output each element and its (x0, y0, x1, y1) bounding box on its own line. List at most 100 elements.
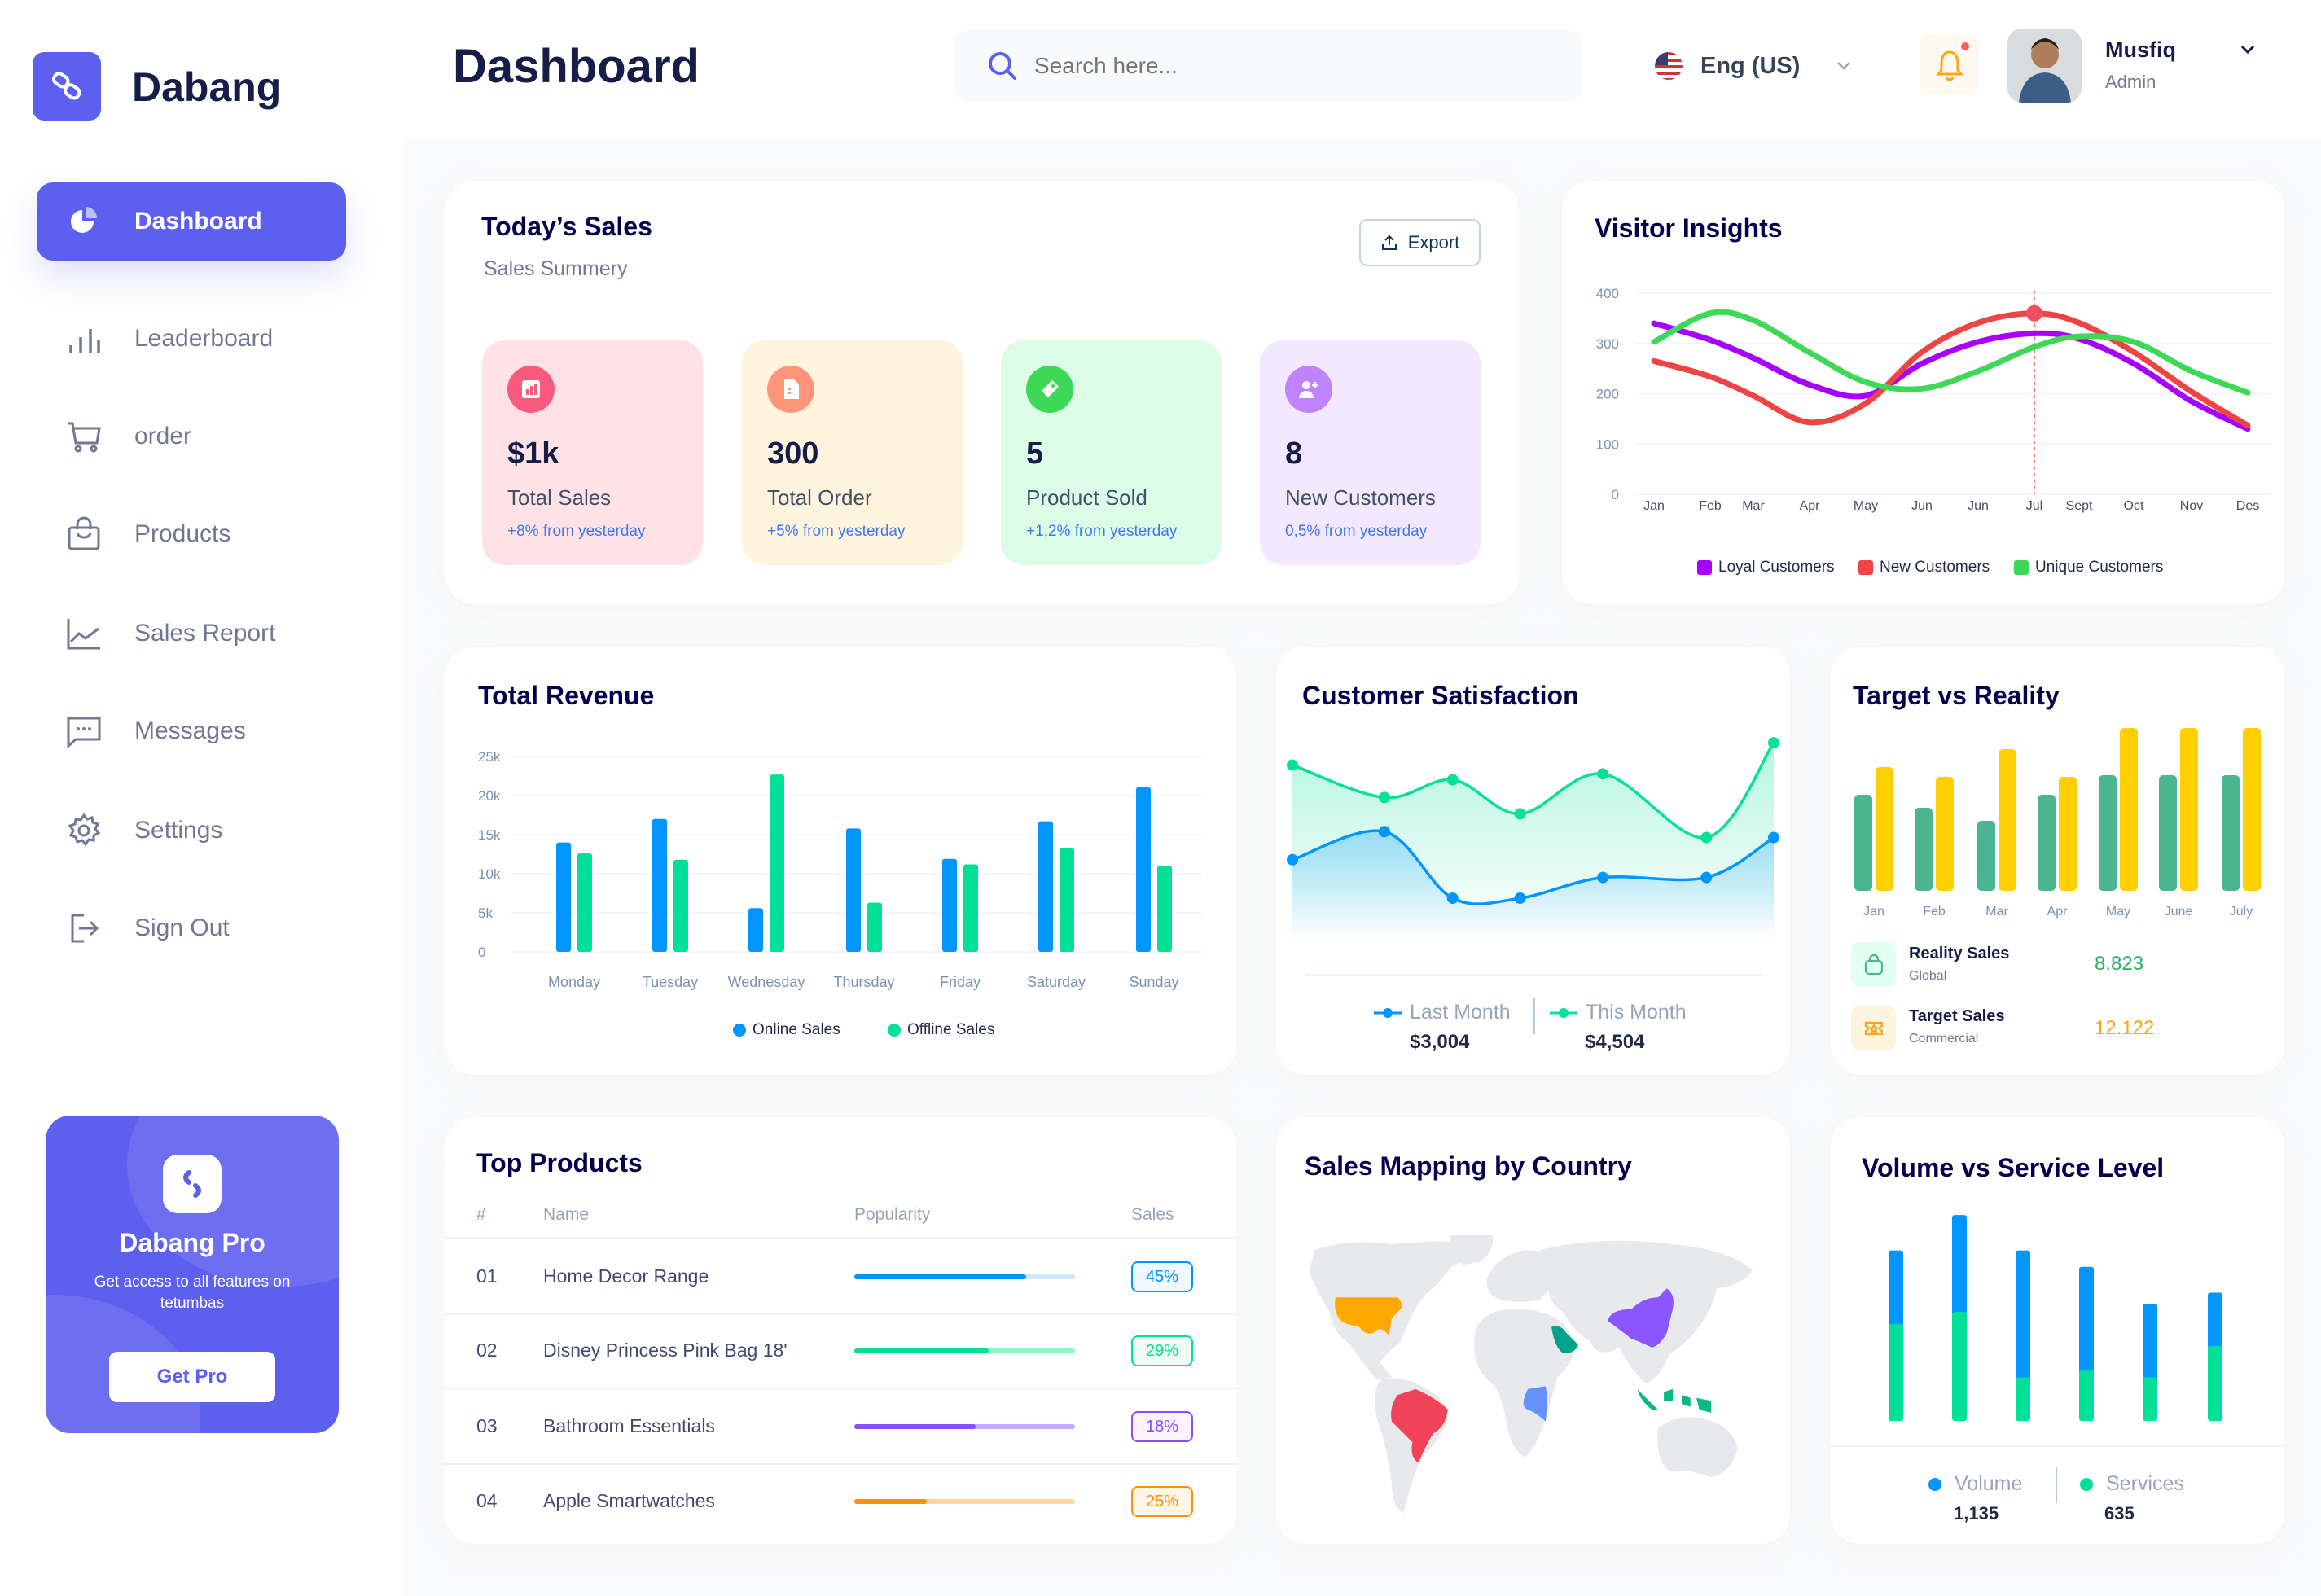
card-subtitle: Sales Summery (484, 257, 628, 280)
sidebar-item-label: Settings (134, 817, 223, 844)
data-point (1768, 737, 1779, 749)
y-tick-label: 300 (1596, 336, 1619, 352)
legend-label: Volume (1955, 1472, 2023, 1495)
services-total: 635 (2104, 1503, 2135, 1524)
stat-label: New Customers (1285, 485, 1436, 510)
sidebar-item-settings[interactable]: Settings (37, 791, 346, 870)
export-label: Export (1407, 232, 1460, 252)
legend-line-marker (1374, 1007, 1402, 1018)
product-rank: 04 (476, 1490, 498, 1511)
bar-offline-sales (867, 902, 882, 952)
map-region-indonesia[interactable] (1637, 1388, 1712, 1413)
stat-change: 0,5% from yesterday (1285, 523, 1428, 540)
user-menu-chevron-icon[interactable] (2240, 44, 2256, 55)
search-bar[interactable] (954, 29, 1582, 102)
notification-button[interactable] (1920, 34, 1979, 95)
sidebar-item-messages[interactable]: Messages (37, 692, 346, 770)
legend-label: Online Sales (752, 1021, 840, 1038)
map-region-dr-congo[interactable] (1523, 1386, 1547, 1422)
map-region-usa[interactable] (1335, 1297, 1402, 1336)
bar-offline-sales (1060, 848, 1074, 952)
data-point (1514, 892, 1526, 905)
y-tick-label: 0 (1612, 487, 1619, 502)
bar-services (1889, 1324, 1903, 1421)
target-sales-label: Target Sales (1909, 1007, 2005, 1025)
sidebar-item-order[interactable]: order (37, 397, 346, 476)
divider (1831, 1445, 2284, 1447)
world-map[interactable] (1303, 1235, 1762, 1516)
product-rank: 02 (476, 1340, 498, 1361)
stat-label: Product Sold (1026, 485, 1147, 510)
legend-label: Offline Sales (907, 1021, 995, 1038)
popularity-fill (854, 1348, 989, 1353)
series-line-loyal-customers (1651, 320, 2251, 432)
this-month-total: $4,504 (1585, 1031, 1645, 1053)
bar-services (2016, 1377, 2030, 1421)
data-point (1287, 759, 1298, 771)
y-tick-label: 0 (478, 945, 485, 960)
bar-offline-sales (963, 864, 978, 952)
map-greenland (1450, 1235, 1494, 1265)
product-rank: 01 (476, 1265, 498, 1287)
volume-total: 1,135 (1954, 1503, 1999, 1524)
pie-chart-icon (71, 207, 97, 233)
x-tick-label: Jan (1863, 905, 1884, 919)
total-revenue-chart: 0 5k 10k 15k 20k 25k Monday Tuesday Wednesday Thu… (478, 749, 1202, 990)
visitor-insights-card: Visitor Insights 0 100 200 300 400 Jan Feb Mar A… (1562, 181, 2284, 604)
x-tick-label: Tuesday (643, 974, 698, 990)
x-tick-label: Des (2236, 499, 2259, 513)
x-tick-label: Jul (2026, 499, 2042, 513)
legend-item: New Customers (1858, 559, 1990, 577)
sidebar-item-sign-out[interactable]: Sign Out (37, 889, 346, 967)
get-pro-button[interactable]: Get Pro (109, 1352, 275, 1402)
customer-satisfaction-card: Customer Satisfaction Last Month $3,004 … (1276, 647, 1790, 1075)
card-title: Sales Mapping by Country (1305, 1151, 1632, 1181)
x-tick-label: July (2230, 905, 2253, 919)
search-input[interactable] (1034, 52, 1523, 79)
popularity-bar (854, 1499, 1075, 1504)
export-button[interactable]: Export (1359, 219, 1481, 266)
bar-online-sales (652, 818, 667, 952)
card-title: Volume vs Service Level (1862, 1153, 2165, 1182)
sidebar-item-sales-report[interactable]: Sales Report (37, 594, 346, 673)
map-region-china[interactable] (1608, 1288, 1674, 1348)
bar-target-sales (2243, 728, 2261, 891)
todays-sales-card: Today’s Sales Sales Summery Export $1k T… (445, 181, 1519, 604)
message-icon (67, 717, 101, 749)
sidebar-item-label: Messages (134, 717, 246, 744)
stat-label: Total Sales (507, 485, 612, 510)
series-line-new-customers (1651, 310, 2251, 428)
divider (1533, 998, 1535, 1034)
x-tick-label: Saturday (1027, 974, 1086, 990)
reality-sales-value: 8.823 (2095, 953, 2144, 975)
y-tick-label: 20k (478, 788, 501, 804)
column-header-popularity: Popularity (854, 1205, 931, 1224)
bar-volume (1952, 1215, 1967, 1315)
legend-label: Unique Customers (2035, 559, 2164, 576)
map-region-brazil[interactable] (1391, 1388, 1448, 1463)
bar-target-sales (2059, 777, 2077, 891)
language-selector[interactable]: Eng (US) (1653, 46, 1852, 86)
sidebar-item-products[interactable]: Products (37, 495, 346, 573)
sidebar-item-leaderboard[interactable]: Leaderboard (37, 300, 346, 378)
avatar[interactable] (2007, 28, 2082, 103)
sidebar-item-dashboard[interactable]: Dashboard (37, 182, 346, 261)
stat-value: 300 (767, 436, 819, 471)
y-tick-label: 10k (478, 866, 501, 882)
customer-satisfaction-chart (1287, 737, 1779, 940)
promo-title: Dabang Pro (119, 1228, 265, 1257)
stat-change: +5% from yesterday (767, 523, 906, 540)
legend-swatch (1858, 560, 1873, 575)
legend-label: Last Month (1410, 1001, 1511, 1024)
column-header-name: Name (543, 1205, 590, 1224)
x-tick-label: Mar (1985, 905, 2008, 919)
y-tick-label: 200 (1596, 387, 1619, 402)
bar-volume (2143, 1303, 2157, 1381)
map-region-saudi-arabia[interactable] (1551, 1326, 1578, 1354)
divider (1305, 974, 1762, 976)
stat-value: 8 (1285, 436, 1303, 471)
app-name: Dabang (132, 64, 282, 110)
sidebar-item-label: Sign Out (134, 914, 230, 941)
x-tick-label: Apr (1800, 499, 1821, 513)
stat-card-new-customers: 8 New Customers 0,5% from yesterday (1260, 340, 1481, 565)
